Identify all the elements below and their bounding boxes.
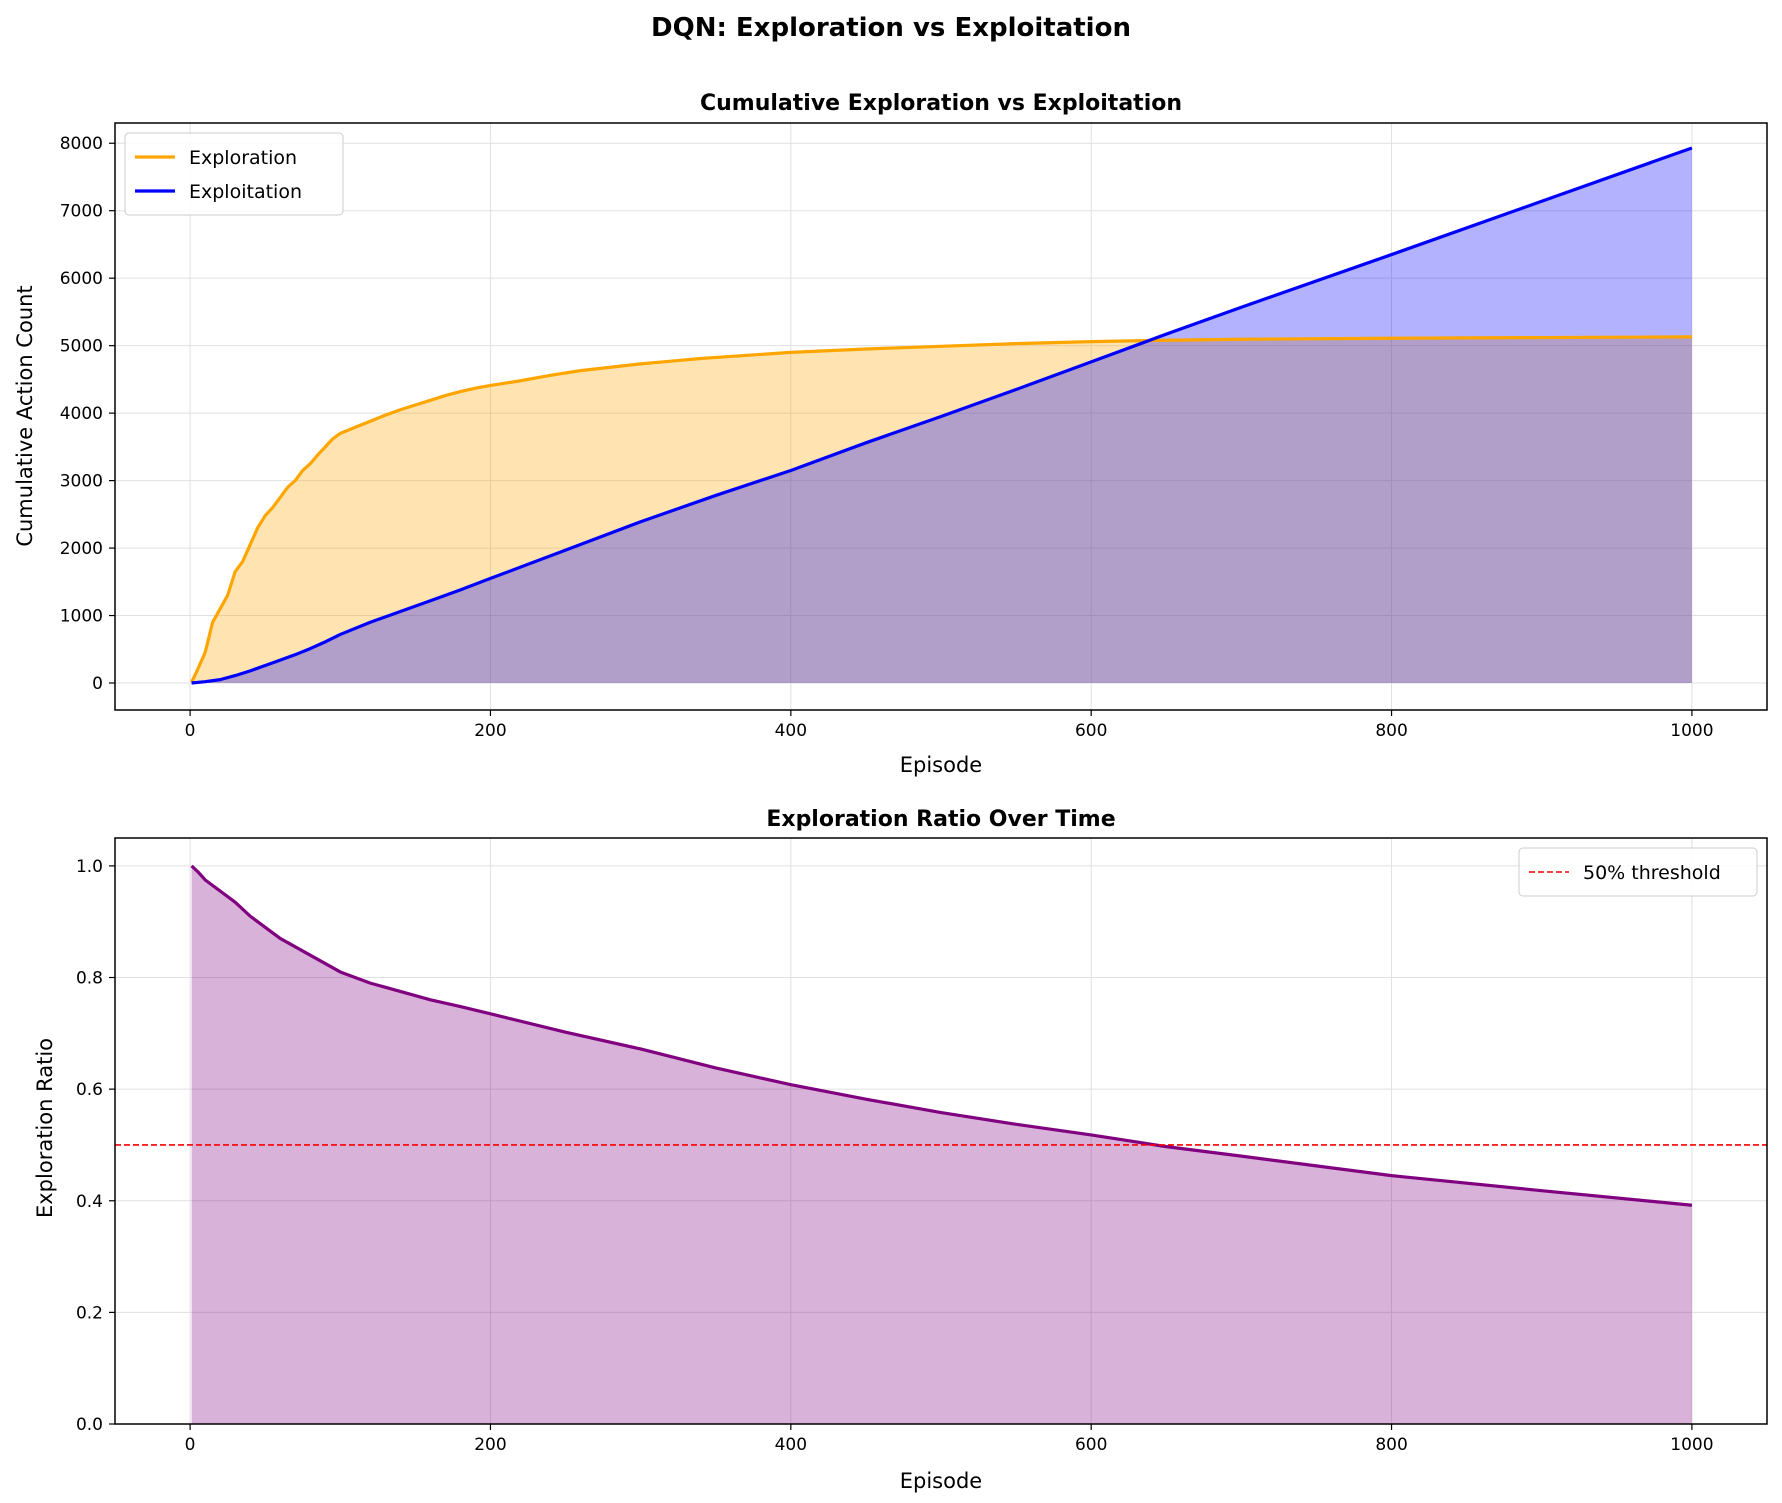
x-tick-label: 600 xyxy=(1075,721,1107,741)
x-tick-label: 200 xyxy=(474,721,506,741)
y-tick-label: 0.4 xyxy=(76,1192,103,1212)
cumulative-y-axis-label: Cumulative Action Count xyxy=(13,285,37,546)
legend: 50% threshold xyxy=(1518,847,1758,897)
y-tick-label: 4000 xyxy=(60,404,103,424)
y-tick-label: 0.8 xyxy=(76,969,103,989)
y-tick-label: 1000 xyxy=(60,607,103,627)
legend-box xyxy=(124,132,344,216)
x-tick-label: 600 xyxy=(1075,1435,1107,1455)
y-tick-label: 0.0 xyxy=(76,1415,103,1435)
y-tick-label: 0.2 xyxy=(76,1303,103,1323)
x-tick-label: 1000 xyxy=(1670,1435,1713,1455)
x-tick-label: 200 xyxy=(474,1435,506,1455)
x-tick-label: 800 xyxy=(1375,1435,1407,1455)
series-line xyxy=(190,335,1692,684)
y-tick-label: 0.6 xyxy=(76,1080,103,1100)
x-tick-label: 800 xyxy=(1375,721,1407,741)
legend-label: Exploration xyxy=(189,147,297,169)
series-area xyxy=(191,865,1692,1424)
x-tick-label: 400 xyxy=(775,721,807,741)
cumulative-x-axis-label: Episode xyxy=(900,753,982,777)
ratio-x-axis-label: Episode xyxy=(900,1469,982,1493)
series-line xyxy=(190,864,1693,1207)
series-area xyxy=(191,336,1692,684)
x-tick-label: 1000 xyxy=(1670,721,1713,741)
legend-box xyxy=(1518,847,1758,897)
y-tick-label: 2000 xyxy=(60,539,103,559)
series-line xyxy=(191,146,1693,685)
cumulative-panel-title: Cumulative Exploration vs Exploitation xyxy=(700,91,1182,116)
y-tick-label: 6000 xyxy=(60,269,103,289)
plot-frame xyxy=(114,837,1768,1425)
legend-label: 50% threshold xyxy=(1583,862,1721,884)
x-tick-label: 0 xyxy=(185,721,196,741)
y-tick-label: 8000 xyxy=(60,134,103,154)
plot-frame xyxy=(114,122,1768,711)
x-tick-label: 400 xyxy=(775,1435,807,1455)
ratio-panel: Exploration Ratio Over Time Episode Expl… xyxy=(33,807,1768,1493)
y-tick-label: 7000 xyxy=(60,202,103,222)
y-tick-label: 5000 xyxy=(60,337,103,357)
cumulative-panel: Cumulative Exploration vs Exploitation E… xyxy=(13,91,1768,777)
legend: Exploration Exploitation xyxy=(124,132,344,216)
legend-label: Exploitation xyxy=(189,181,302,203)
y-tick-label: 3000 xyxy=(60,472,103,492)
ratio-panel-title: Exploration Ratio Over Time xyxy=(766,807,1115,832)
y-tick-label: 0 xyxy=(92,674,103,694)
figure-title: DQN: Exploration vs Exploitation xyxy=(651,13,1131,43)
y-tick-label: 1.0 xyxy=(76,857,103,877)
ratio-y-axis-label: Exploration Ratio xyxy=(33,1038,57,1218)
x-tick-label: 0 xyxy=(185,1435,196,1455)
